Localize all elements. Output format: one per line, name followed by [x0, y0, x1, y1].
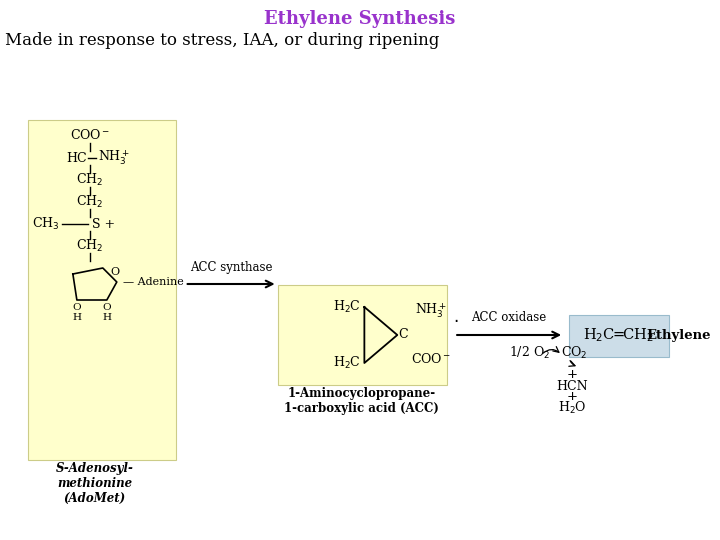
Text: Ethylene Synthesis: Ethylene Synthesis — [264, 10, 455, 28]
Text: CH$_3$: CH$_3$ — [32, 216, 60, 232]
Text: Ethylene: Ethylene — [647, 328, 711, 341]
Text: H$_2$O: H$_2$O — [558, 400, 586, 416]
FancyBboxPatch shape — [28, 120, 176, 460]
Text: HCN: HCN — [556, 380, 588, 393]
Text: CH$_2$: CH$_2$ — [76, 172, 104, 188]
Text: H: H — [102, 313, 112, 321]
Text: +: + — [567, 390, 577, 403]
Text: 1-Aminocyclopropane-
1-carboxylic acid (ACC): 1-Aminocyclopropane- 1-carboxylic acid (… — [284, 387, 438, 415]
Text: HC: HC — [66, 152, 87, 165]
Text: — Adenine: — Adenine — [123, 277, 184, 287]
FancyBboxPatch shape — [569, 315, 669, 357]
Text: COO$^-$: COO$^-$ — [411, 352, 451, 366]
Text: NH$_3^+$: NH$_3^+$ — [98, 148, 130, 167]
Text: S +: S + — [92, 218, 115, 231]
Text: H$_2$C: H$_2$C — [333, 299, 361, 315]
Text: ·: · — [454, 313, 459, 331]
Text: CH$_2$: CH$_2$ — [76, 194, 104, 210]
Text: ACC oxidase: ACC oxidase — [472, 311, 546, 324]
Text: O: O — [110, 267, 120, 277]
Text: CH$_2$: CH$_2$ — [76, 238, 104, 254]
Text: O: O — [73, 303, 81, 313]
Text: +: + — [567, 368, 577, 381]
Text: Made in response to stress, IAA, or during ripening: Made in response to stress, IAA, or duri… — [5, 32, 439, 49]
Text: COO$^-$: COO$^-$ — [70, 128, 110, 142]
Text: H$_2$C: H$_2$C — [333, 355, 361, 371]
Text: CO$_2$: CO$_2$ — [561, 345, 588, 361]
Text: H$_2$C$\!\!=\!\!$CH$_2$: H$_2$C$\!\!=\!\!$CH$_2$ — [583, 326, 654, 344]
Text: ACC synthase: ACC synthase — [190, 261, 273, 274]
Text: 1/2 O$_2$: 1/2 O$_2$ — [508, 345, 549, 361]
Text: O: O — [102, 303, 111, 313]
Text: C: C — [398, 328, 408, 341]
Text: H: H — [73, 313, 81, 321]
Text: NH$_3^+$: NH$_3^+$ — [415, 302, 447, 320]
Text: S-Adenosyl-
methionine
(AdoMet): S-Adenosyl- methionine (AdoMet) — [56, 462, 134, 505]
FancyBboxPatch shape — [277, 285, 447, 385]
